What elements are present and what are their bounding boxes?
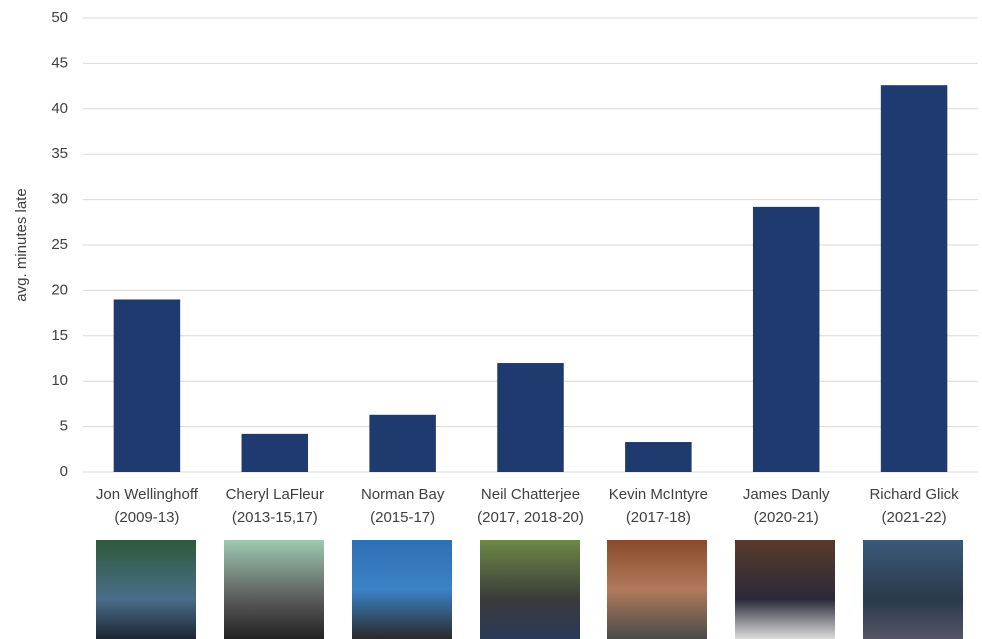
bar bbox=[625, 442, 692, 472]
x-tick-label: Cheryl LaFleur (2013-15,17) bbox=[225, 486, 324, 526]
y-tick-label: 10 bbox=[51, 372, 68, 389]
portrait bbox=[96, 540, 196, 639]
x-tick-label: James Danly (2020-21) bbox=[742, 486, 830, 526]
y-tick-label: 20 bbox=[51, 281, 68, 298]
y-tick-label: 25 bbox=[51, 236, 68, 253]
portrait bbox=[480, 540, 580, 639]
x-tick-label: Kevin McIntyre (2017-18) bbox=[608, 486, 708, 526]
y-tick-label: 50 bbox=[51, 9, 68, 26]
y-tick-label: 40 bbox=[51, 100, 68, 117]
bar bbox=[113, 299, 181, 472]
bar bbox=[752, 206, 820, 472]
portrait bbox=[352, 540, 452, 639]
portrait bbox=[224, 540, 324, 639]
y-tick-label: 5 bbox=[60, 418, 68, 435]
x-tick-label: Richard Glick (2021-22) bbox=[869, 486, 959, 526]
y-tick-label: 30 bbox=[51, 191, 68, 208]
portrait bbox=[607, 540, 707, 639]
y-tick-label: 0 bbox=[60, 463, 68, 480]
y-tick-label: 35 bbox=[51, 145, 68, 162]
bar bbox=[369, 414, 436, 472]
bar bbox=[880, 85, 948, 472]
portrait bbox=[863, 540, 963, 639]
portrait bbox=[735, 540, 835, 639]
bar bbox=[241, 433, 309, 472]
y-tick-label: 45 bbox=[51, 54, 68, 71]
x-tick-label: Jon Wellinghoff (2009-13) bbox=[95, 486, 198, 526]
y-axis-label: avg. minutes late bbox=[13, 188, 30, 301]
x-tick-label: Neil Chatterjee (2017, 2018-20) bbox=[477, 486, 584, 526]
y-tick-label: 15 bbox=[51, 327, 68, 344]
x-tick-label: Norman Bay (2015-17) bbox=[360, 486, 445, 526]
bar bbox=[497, 363, 564, 472]
